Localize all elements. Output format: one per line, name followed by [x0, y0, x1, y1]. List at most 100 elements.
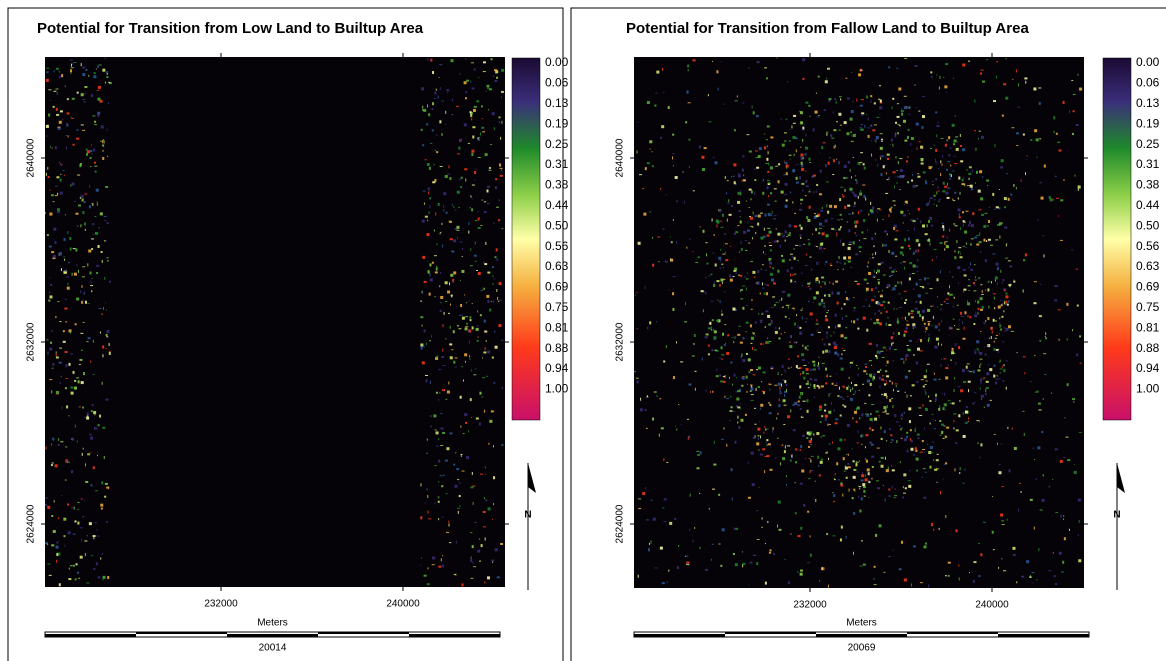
raster-speckle: [785, 205, 788, 208]
raster-speckle: [67, 231, 68, 234]
raster-speckle: [501, 69, 504, 72]
raster-speckle: [762, 264, 764, 265]
raster-speckle: [908, 349, 911, 351]
raster-speckle: [975, 183, 976, 184]
raster-speckle: [470, 265, 473, 266]
raster-speckle: [822, 351, 824, 354]
raster-speckle: [420, 343, 423, 346]
raster-speckle: [908, 129, 910, 131]
raster-speckle: [895, 285, 897, 287]
raster-speckle: [988, 281, 990, 283]
raster-speckle: [784, 380, 786, 383]
raster-speckle: [998, 471, 1001, 474]
raster-speckle: [799, 234, 801, 236]
raster-speckle: [799, 111, 800, 112]
raster-speckle: [889, 428, 891, 430]
raster-speckle: [764, 228, 765, 231]
raster-speckle: [800, 445, 802, 448]
raster-speckle: [824, 343, 826, 345]
raster-speckle: [879, 324, 882, 325]
raster-speckle: [455, 452, 456, 453]
raster-speckle: [995, 239, 998, 240]
raster-speckle: [91, 94, 93, 97]
raster-speckle: [747, 384, 748, 385]
raster-speckle: [649, 321, 651, 324]
raster-speckle: [881, 438, 883, 440]
raster-speckle: [1007, 304, 1009, 306]
raster-speckle: [93, 149, 95, 152]
raster-speckle: [500, 137, 501, 140]
raster-speckle: [83, 373, 85, 374]
raster-speckle: [840, 227, 841, 228]
raster-speckle: [46, 173, 47, 176]
raster-speckle: [472, 135, 474, 138]
raster-speckle: [985, 389, 986, 392]
raster-speckle: [483, 71, 486, 72]
raster-speckle: [837, 292, 840, 295]
raster-speckle: [46, 136, 48, 137]
raster-speckle: [839, 96, 842, 97]
raster-speckle: [924, 326, 925, 327]
raster-speckle: [1059, 552, 1062, 555]
raster-speckle: [964, 311, 966, 314]
raster-speckle: [848, 466, 851, 468]
raster-speckle: [861, 112, 864, 114]
raster-speckle: [747, 272, 748, 274]
raster-speckle: [82, 130, 85, 131]
raster-speckle: [837, 353, 839, 356]
raster-speckle: [784, 332, 785, 333]
raster-speckle: [1003, 310, 1004, 312]
raster-speckle: [951, 327, 953, 329]
raster-speckle: [866, 329, 868, 332]
raster-speckle: [975, 312, 976, 314]
raster-speckle: [1079, 335, 1081, 337]
raster-speckle: [1039, 340, 1041, 342]
raster-speckle: [897, 170, 898, 171]
raster-speckle: [842, 243, 844, 246]
raster-speckle: [975, 276, 976, 278]
raster-speckle: [809, 378, 812, 380]
raster-speckle: [1039, 182, 1042, 183]
raster-speckle: [939, 242, 942, 244]
raster-speckle: [484, 581, 485, 583]
raster-speckle: [993, 293, 996, 294]
raster-speckle: [715, 264, 717, 267]
raster-speckle: [894, 495, 897, 496]
raster-speckle: [456, 230, 459, 231]
raster-speckle: [886, 350, 887, 351]
raster-speckle: [893, 171, 896, 173]
raster-speckle: [764, 134, 765, 135]
raster-speckle: [752, 271, 755, 274]
raster-speckle: [969, 267, 970, 268]
raster-speckle: [749, 189, 752, 191]
raster-speckle: [840, 396, 843, 398]
raster-speckle: [892, 207, 893, 208]
raster-speckle: [835, 418, 838, 420]
raster-speckle: [910, 438, 911, 441]
raster-speckle: [54, 70, 55, 72]
raster-speckle: [446, 89, 449, 91]
raster-speckle: [794, 323, 796, 326]
raster-speckle: [867, 127, 870, 128]
raster-speckle: [941, 359, 942, 360]
legend-label: 0.44: [1136, 198, 1160, 212]
raster-speckle: [765, 582, 767, 585]
raster-speckle: [920, 158, 923, 161]
scale-unit: Meters: [846, 618, 877, 629]
raster-speckle: [468, 430, 469, 432]
raster-speckle: [429, 263, 431, 266]
raster-speckle: [988, 364, 989, 365]
raster-speckle: [76, 298, 79, 301]
raster-speckle: [741, 241, 742, 244]
raster-speckle: [887, 405, 888, 408]
raster-speckle: [81, 195, 84, 198]
raster-speckle: [422, 346, 425, 347]
raster-speckle: [91, 281, 92, 284]
raster-speckle: [800, 570, 803, 572]
raster-speckle: [756, 562, 758, 565]
raster-speckle: [840, 538, 842, 541]
raster-speckle: [746, 201, 747, 202]
raster-speckle: [880, 295, 883, 297]
raster-speckle: [740, 403, 741, 404]
raster-speckle: [446, 212, 448, 214]
